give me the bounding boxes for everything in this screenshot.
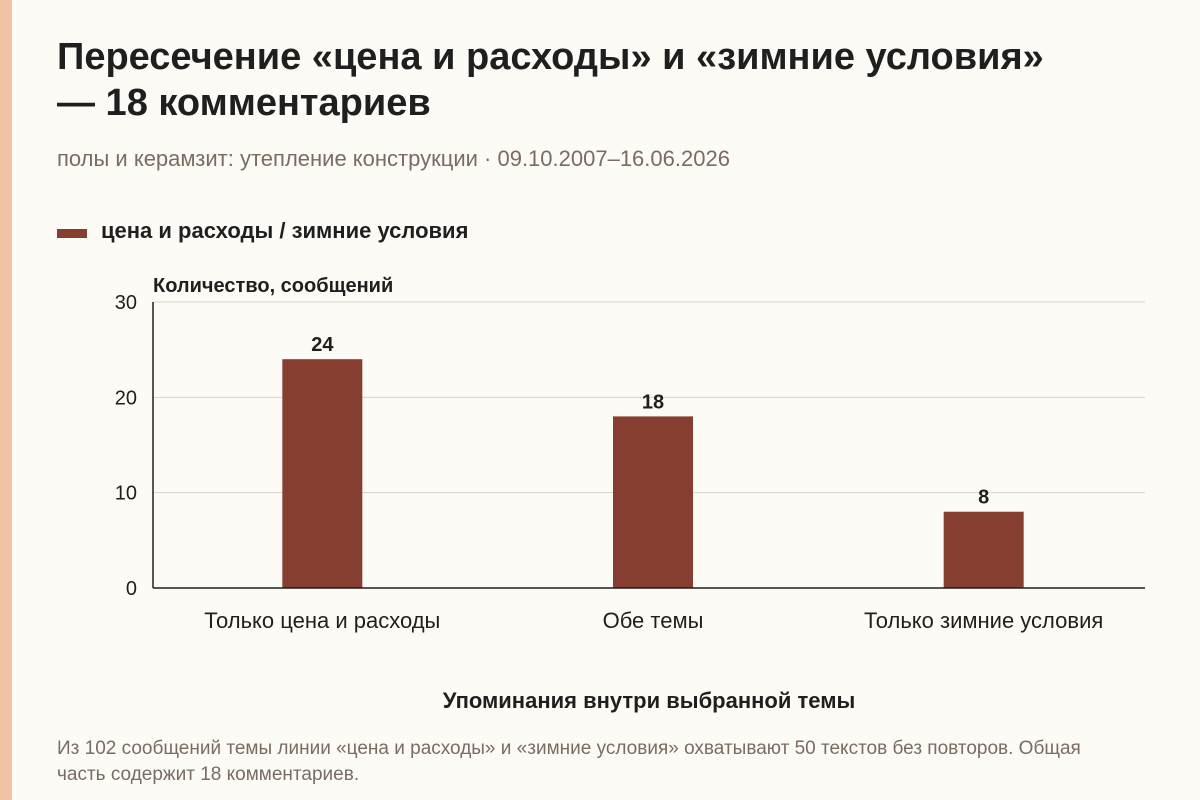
legend-swatch [57, 228, 87, 238]
y-tick-label: 0 [126, 578, 137, 600]
bar [943, 511, 1024, 588]
y-tick-label: 10 [115, 483, 137, 505]
bar-chart: Количество, сообщений 0 10 20 30 24 Только ц… [115, 275, 1145, 713]
data-label: 8 [978, 487, 989, 509]
bar [613, 416, 693, 588]
y-axis-title: Количество, сообщений [153, 275, 393, 297]
data-label: 24 [311, 334, 334, 356]
x-tick-label: Только зимние условия [864, 608, 1103, 633]
x-tick-label: Обе темы [603, 608, 704, 633]
chart-subtitle: полы и керамзит: утепление конструкции ·… [57, 146, 730, 171]
legend-label: цена и расходы / зимние условия [101, 218, 469, 243]
x-axis-title: Упоминания внутри выбранной темы [443, 688, 856, 713]
chart-title: Пересечение «цена и расходы» и «зимние у… [57, 36, 1044, 124]
data-label: 18 [642, 391, 664, 413]
bar [282, 359, 363, 588]
accent-bar [0, 0, 12, 800]
legend: цена и расходы / зимние условия [57, 218, 468, 244]
y-tick-label: 30 [115, 292, 137, 314]
footnote: Из 102 сообщений темы линии «цена и расх… [57, 738, 1081, 785]
y-tick-label: 20 [115, 387, 137, 409]
x-tick-label: Только цена и расходы [204, 608, 440, 633]
